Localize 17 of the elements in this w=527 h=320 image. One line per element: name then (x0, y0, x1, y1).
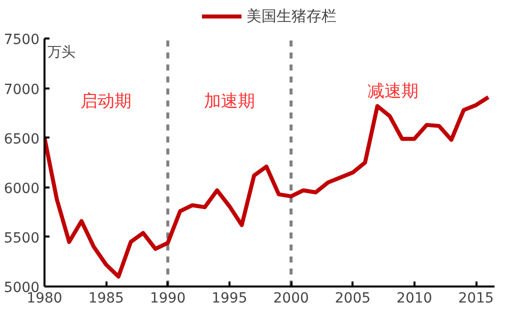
legend-label: 美国生猪存栏 (246, 6, 336, 26)
annotation: 加速期 (204, 92, 255, 112)
y-tick-label: 7500 (4, 32, 40, 48)
x-tick-label: 2000 (273, 290, 309, 306)
annotation: 减速期 (367, 82, 418, 102)
y-axis-title: 万头 (48, 44, 76, 61)
x-tick-label: 1995 (212, 290, 248, 306)
y-tick-label: 7000 (4, 82, 40, 98)
annotation: 启动期 (80, 92, 132, 112)
x-tick-label: 2005 (334, 290, 371, 306)
x-tick-label: 1990 (150, 290, 186, 306)
y-tick-label: 5500 (4, 230, 40, 246)
x-tick-label: 1985 (88, 290, 124, 306)
y-tick-label: 6000 (4, 180, 40, 197)
x-tick-label: 2015 (458, 290, 494, 306)
x-tick-label: 2010 (396, 290, 432, 306)
y-tick-label: 6500 (4, 131, 40, 148)
